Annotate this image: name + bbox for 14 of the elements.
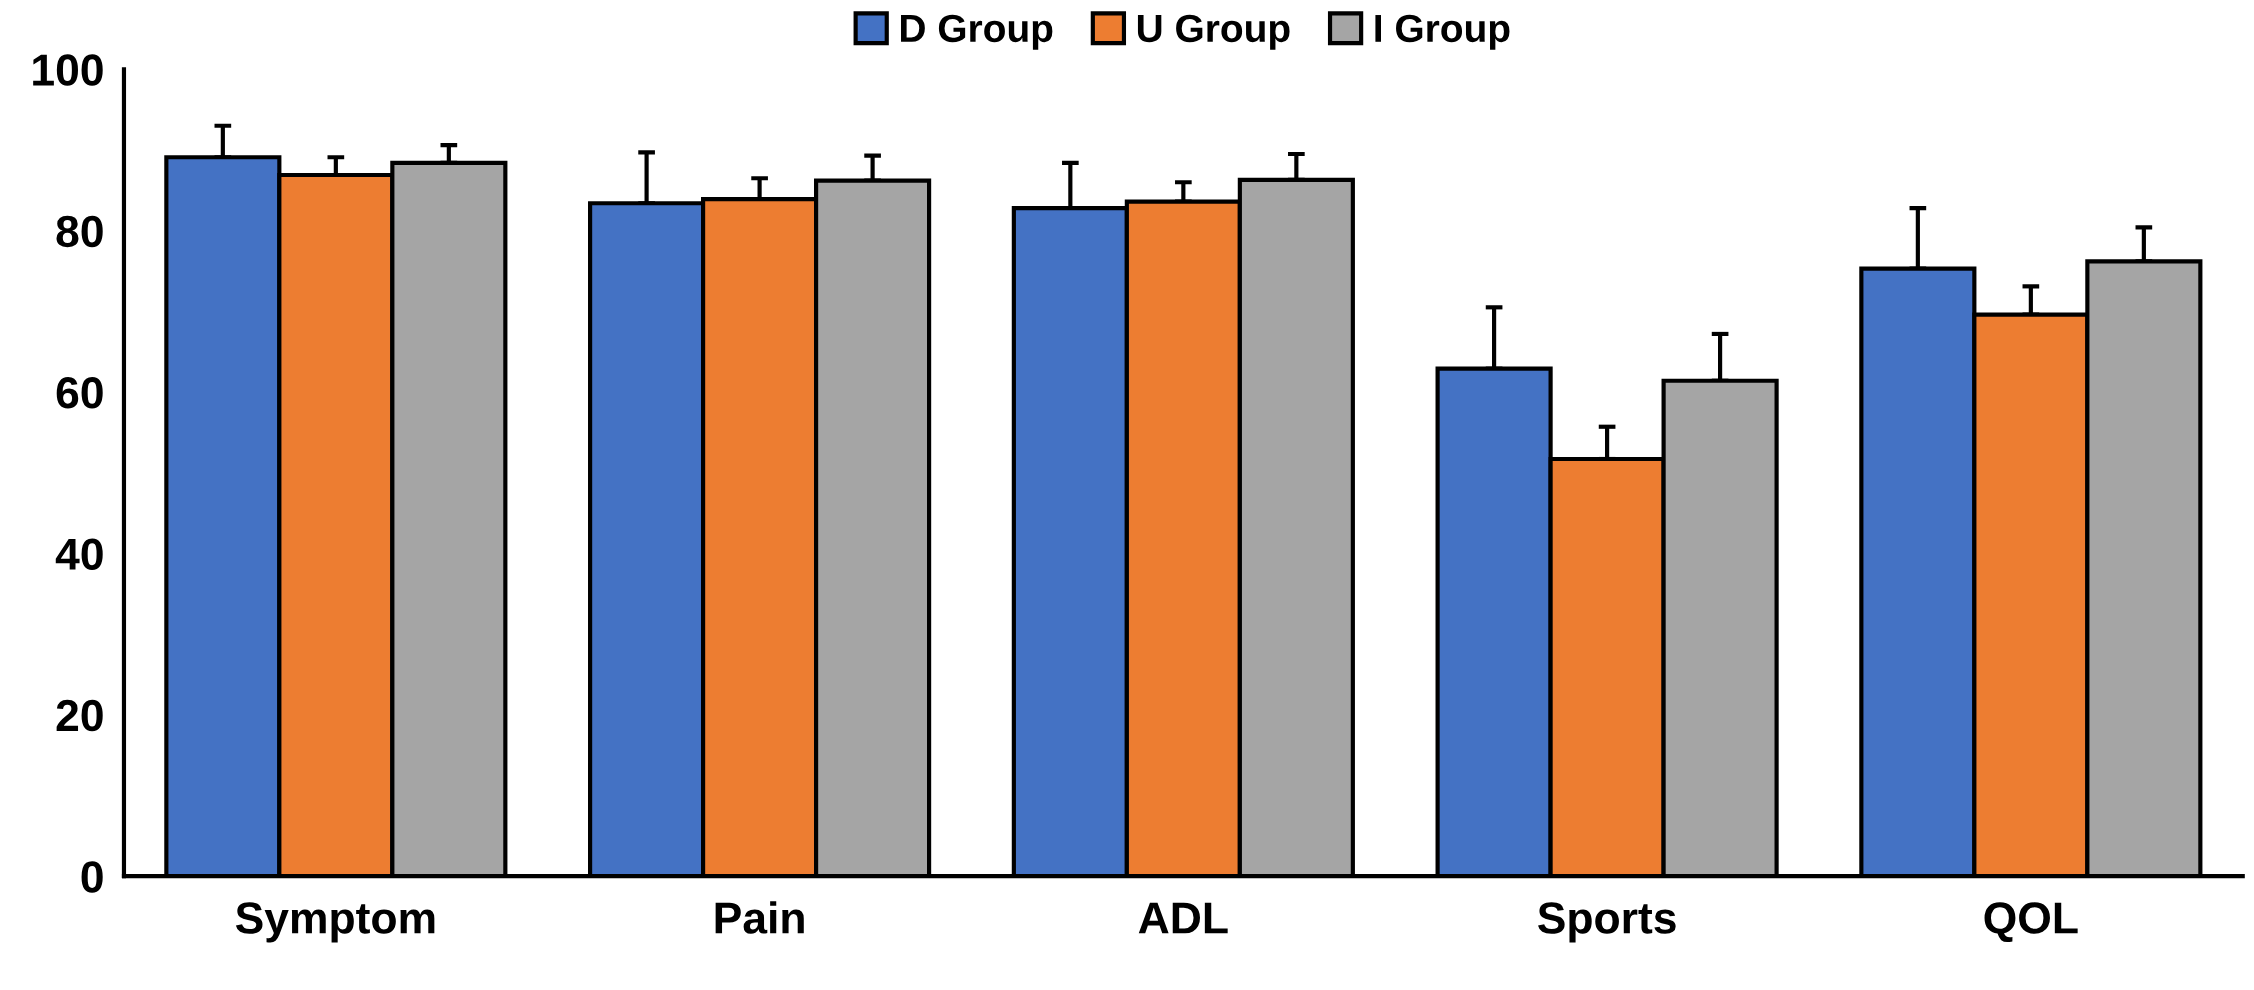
x-tick-label: Symptom: [235, 902, 435, 943]
legend-label: I Group: [1375, 14, 1510, 50]
legend-label: U Group: [1137, 14, 1290, 50]
y-tick-label: 100: [33, 54, 103, 86]
x-tick-label: Pain: [715, 901, 804, 934]
y-tick-label: 40: [55, 538, 103, 570]
legend-label: D Group: [901, 14, 1053, 50]
y-tick-label: 60: [56, 377, 103, 409]
x-tick-label: ADL: [1138, 902, 1228, 934]
y-tick-label: 0: [81, 861, 103, 893]
x-tick-label: Sports: [1538, 902, 1676, 943]
y-tick-label: 80: [56, 215, 103, 248]
y-tick-label: 20: [56, 699, 103, 732]
x-tick-label: QOL: [1984, 902, 2078, 943]
